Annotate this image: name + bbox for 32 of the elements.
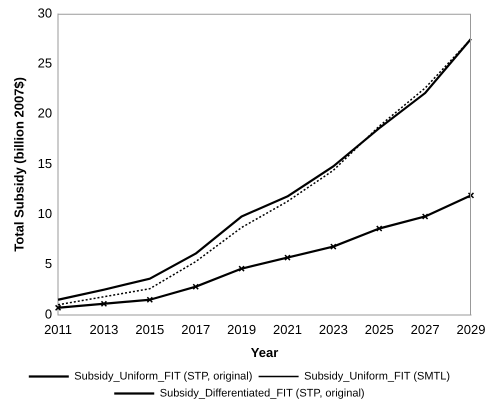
x-tick-label: 2015 [135, 322, 164, 338]
x-tick-label: 2027 [410, 322, 440, 338]
x-tick-label: 2017 [181, 322, 210, 338]
y-tick-label: 10 [38, 206, 52, 222]
legend-label: Subsidy_Uniform_FIT (STP, original) [74, 370, 252, 383]
x-tick-label: 2029 [456, 322, 486, 338]
point [284, 254, 291, 261]
point [192, 283, 199, 290]
x-tick-label: 2013 [89, 322, 118, 338]
y-tick-label: 0 [44, 306, 52, 322]
x-axis-title: Year [250, 344, 278, 360]
y-tick-label: 15 [38, 156, 52, 171]
point [468, 192, 474, 199]
point [54, 304, 62, 311]
y-axis-title: Total Subsidy (billion 2007$) [11, 77, 26, 252]
point [376, 225, 382, 232]
point [330, 243, 337, 250]
y-tick-label: 30 [38, 5, 52, 20]
legend-label: Subsidy_Uniform_FIT (SMTL) [304, 370, 450, 383]
y-tick-label: 5 [44, 256, 52, 272]
x-tick-label: 2019 [227, 322, 256, 338]
x-tick-label: 2021 [273, 322, 302, 338]
x-tick-label: 2023 [318, 322, 348, 338]
legend-label: Subsidy_Differentiated_FIT (STP, original) [160, 388, 365, 400]
y-tick-label: 20 [38, 106, 52, 121]
x-tick-label: 2025 [364, 322, 394, 338]
point [146, 296, 154, 303]
point [100, 300, 108, 307]
x-tick-label: 2011 [44, 322, 72, 338]
y-tick-label: 25 [38, 56, 52, 71]
point [238, 265, 245, 272]
point [422, 213, 428, 220]
